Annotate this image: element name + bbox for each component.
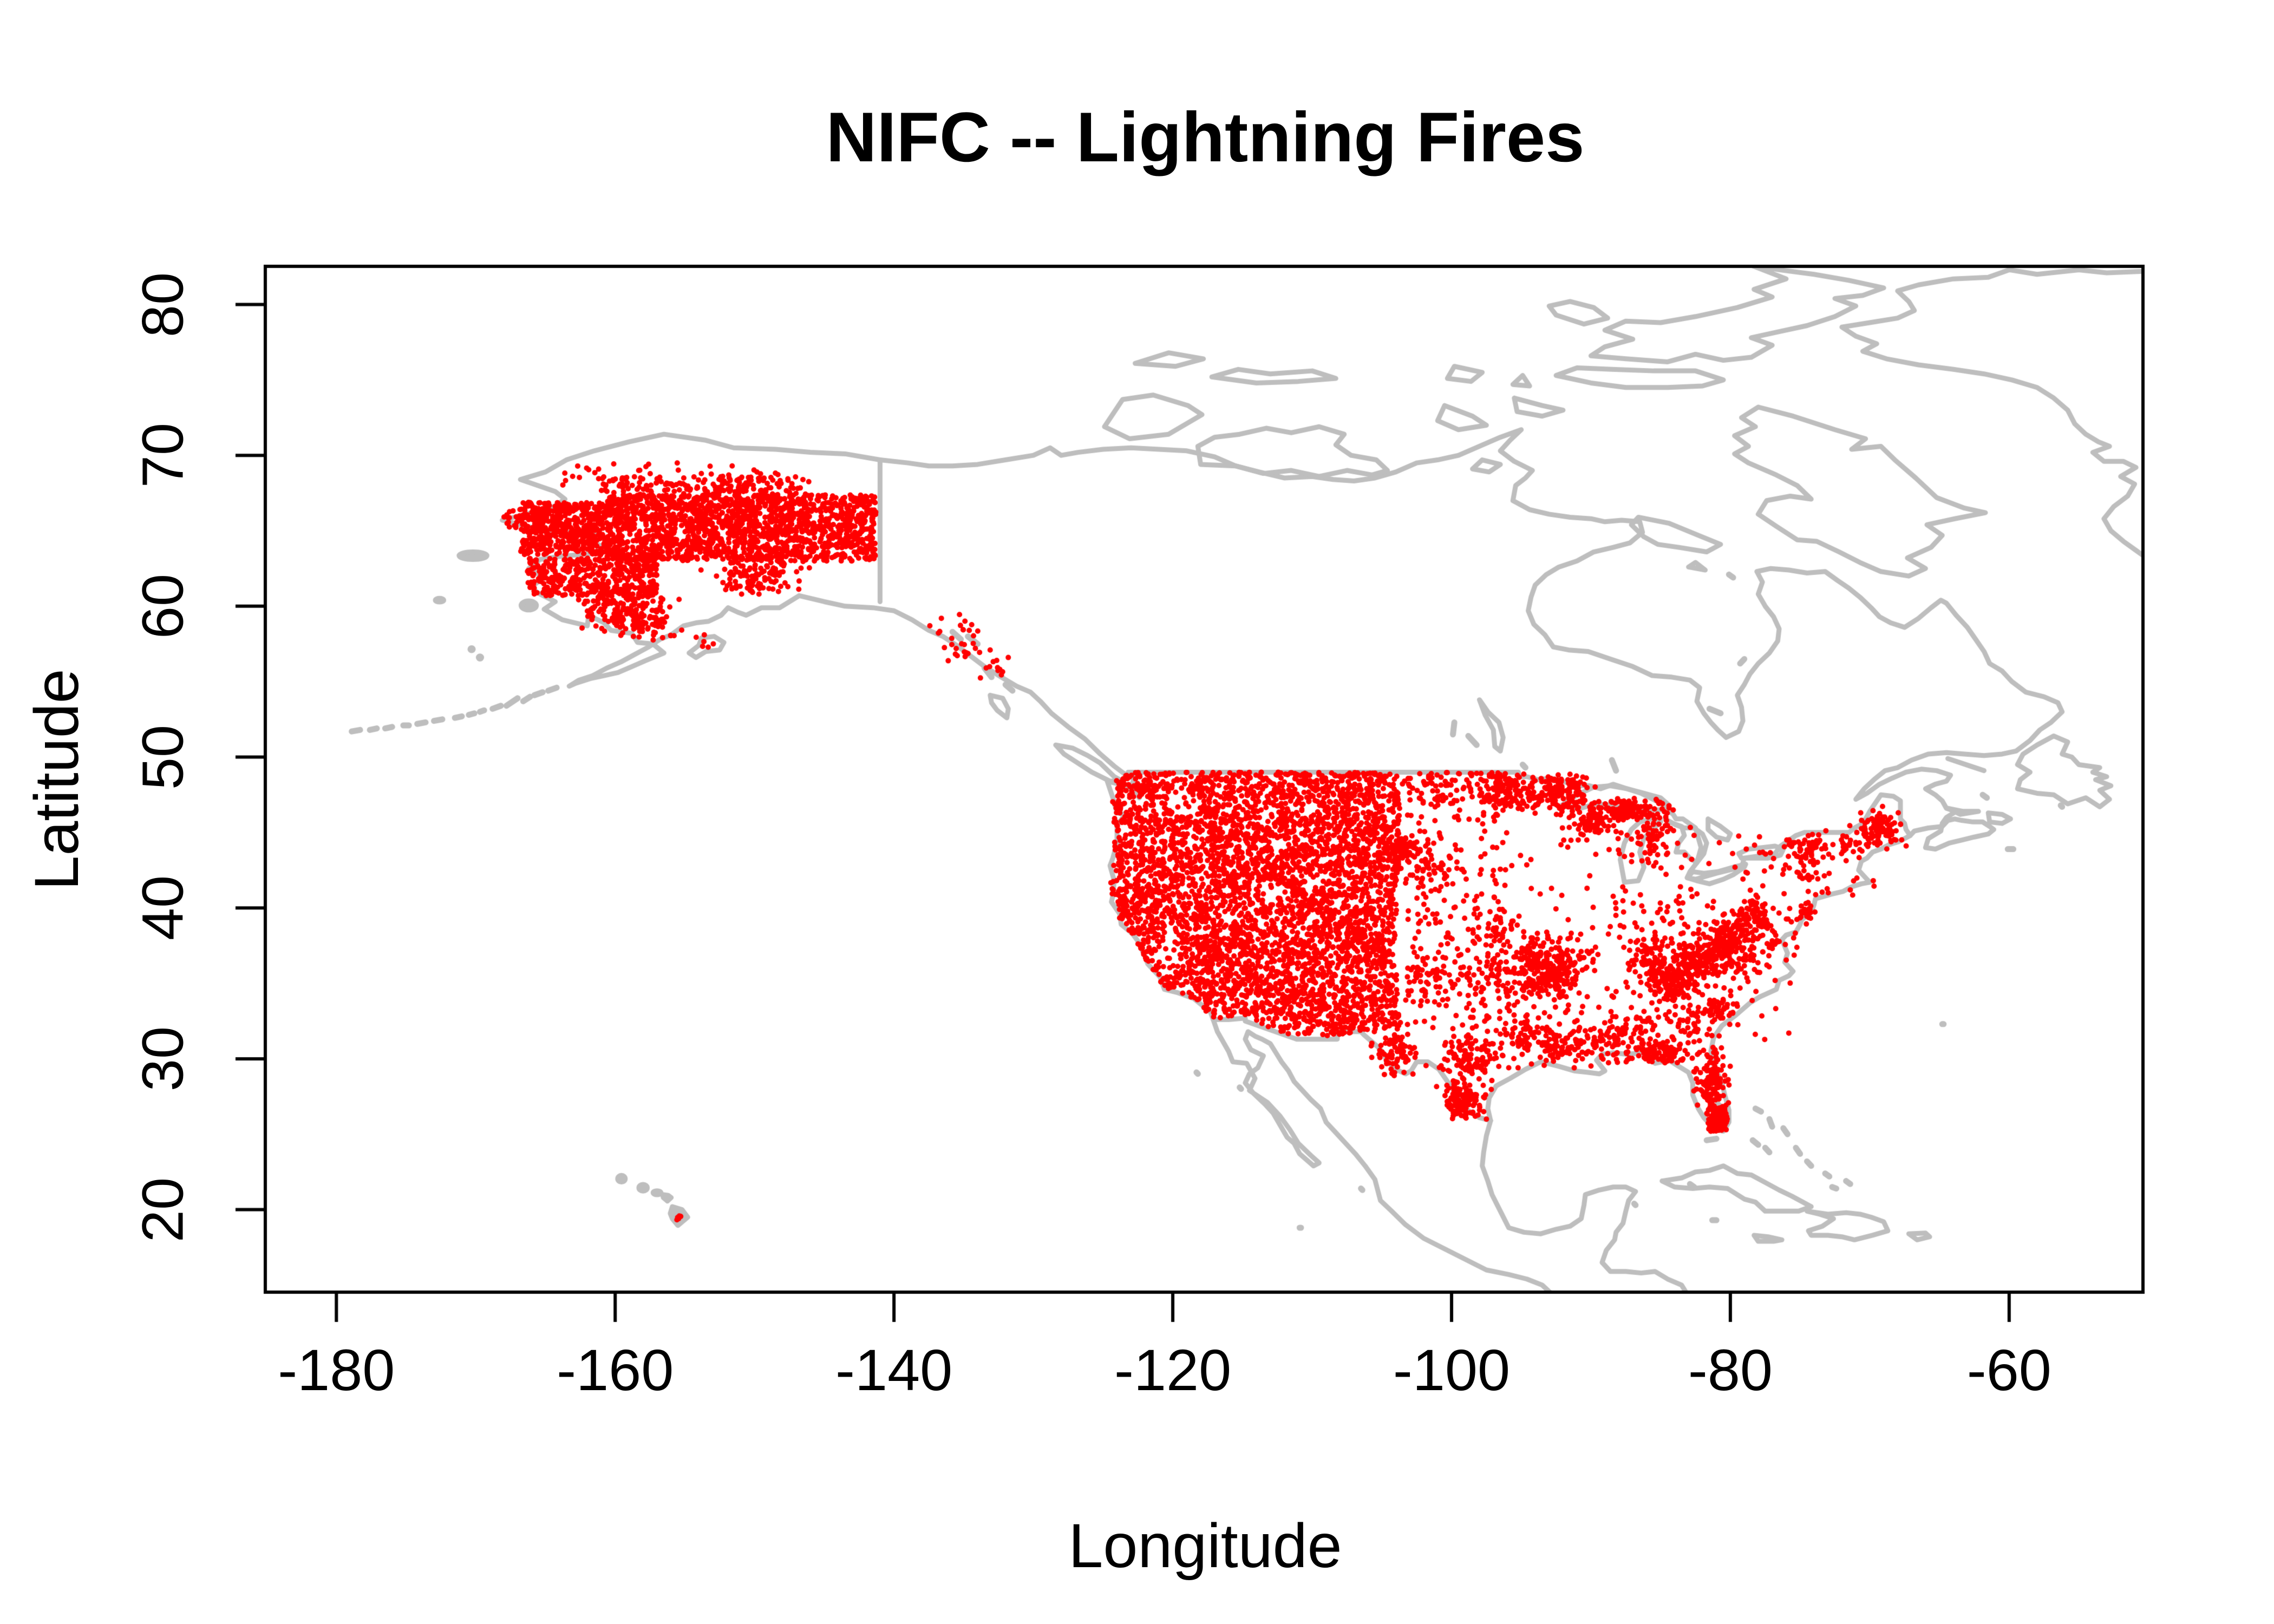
x-tick-label: -160 bbox=[557, 1337, 674, 1403]
y-tick-label: 80 bbox=[129, 272, 195, 337]
y-tick-label: 20 bbox=[129, 1177, 195, 1242]
x-axis-label: Longitude bbox=[1068, 1511, 1342, 1581]
x-tick-label: -120 bbox=[1114, 1337, 1232, 1403]
x-tick-label: -180 bbox=[278, 1337, 395, 1403]
y-tick-label: 30 bbox=[129, 1026, 195, 1091]
x-tick-label: -100 bbox=[1393, 1337, 1511, 1403]
x-tick-label: -60 bbox=[1966, 1337, 2051, 1403]
y-tick-label: 60 bbox=[129, 573, 195, 639]
y-tick-label: 40 bbox=[129, 875, 195, 941]
y-tick-label: 70 bbox=[129, 423, 195, 488]
y-axis-label: Latitude bbox=[22, 669, 92, 890]
y-tick-label: 50 bbox=[129, 724, 195, 790]
x-tick-label: -80 bbox=[1688, 1337, 1773, 1403]
x-tick-label: -140 bbox=[835, 1337, 953, 1403]
chart-title: NIFC -- Lightning Fires bbox=[826, 97, 1585, 176]
